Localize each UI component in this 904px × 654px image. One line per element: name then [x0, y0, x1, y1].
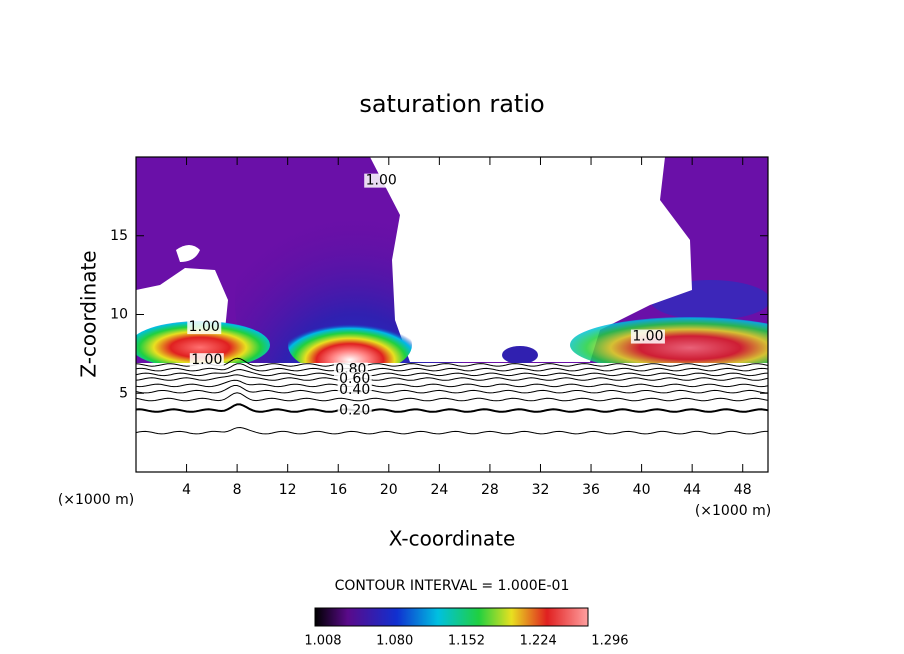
- contour-label-bg: [364, 173, 399, 188]
- contour-label-bg: [337, 372, 372, 387]
- y-tick-label: 5: [119, 385, 128, 401]
- contour-label: 1.00: [366, 173, 397, 189]
- contour-label: 1.00: [191, 352, 222, 368]
- x-tick-label: 4: [182, 482, 191, 498]
- contour-line: [135, 368, 769, 377]
- x-tick-label: 24: [430, 482, 448, 498]
- contour-line: [135, 374, 769, 381]
- contour-label: 0.20: [339, 403, 370, 419]
- contour-label-bg: [337, 403, 372, 418]
- contour-line: [135, 426, 768, 435]
- contour-line: [135, 379, 769, 388]
- contour-label: 1.00: [632, 329, 663, 345]
- x-axis-label: X-coordinate: [389, 527, 516, 551]
- x-tick-label: 28: [481, 482, 499, 498]
- x-tick-label: 48: [734, 482, 752, 498]
- x-tick-label: 12: [279, 482, 297, 498]
- contour-line: [135, 357, 769, 367]
- contour-label-bg: [337, 383, 372, 398]
- x-tick-label: 32: [532, 482, 550, 498]
- x-unit-label: (×1000 m): [695, 503, 771, 519]
- contour-label-bg: [630, 329, 665, 344]
- contour-label-bg: [189, 353, 224, 368]
- x-tick-label: 40: [633, 482, 651, 498]
- colorbar-tick-label: 1.296: [591, 634, 628, 649]
- y-axis-label: Z-coordinate: [77, 250, 101, 377]
- x-tick-label: 8: [233, 482, 242, 498]
- colorbar: [314, 607, 589, 627]
- y-tick-label: 15: [110, 228, 128, 244]
- chart-title: saturation ratio: [359, 90, 544, 118]
- contour-line: [135, 363, 769, 372]
- x-unit-label: (×1000 m): [58, 492, 134, 508]
- contour-interval: CONTOUR INTERVAL = 1.000E-01: [335, 578, 570, 594]
- y-tick-label: 10: [110, 307, 128, 323]
- x-tick-label: 44: [683, 482, 701, 498]
- colorbar-tick-label: 1.080: [376, 634, 413, 649]
- x-tick-label: 36: [582, 482, 600, 498]
- colorbar-tick-label: 1.008: [304, 634, 341, 649]
- contour-label: 0.60: [339, 371, 370, 387]
- x-tick-label: 16: [329, 482, 347, 498]
- colorbar-tick-label: 1.152: [448, 634, 485, 649]
- color-field: [136, 157, 768, 472]
- x-tick-label: 20: [380, 482, 398, 498]
- contour-line: [135, 385, 769, 394]
- colorbar-tick-label: 1.224: [520, 634, 557, 649]
- contour-line: [135, 403, 769, 413]
- contour-line: [135, 392, 769, 402]
- contour-label: 0.40: [339, 382, 370, 398]
- contour-label: 1.00: [189, 319, 220, 335]
- contour-label-bg: [187, 320, 222, 335]
